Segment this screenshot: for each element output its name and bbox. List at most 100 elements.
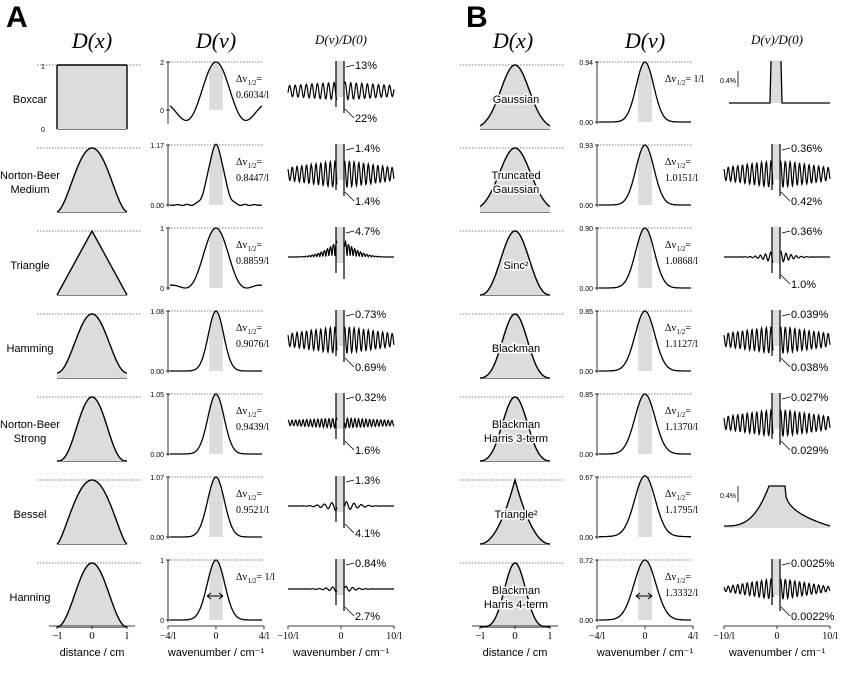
panel-a: A D(x) D(v) D(v)/D(0) Boxcar 1 0 2 0 Δv1/2= 0.6034… (0, 1, 402, 659)
dv-tick: −4/l (160, 631, 176, 642)
pct-bot: 0.69% (355, 362, 386, 374)
dx-fill (57, 563, 127, 627)
window-row: Bessel 1.07 0.00 Δv1/2= 0.9521/l 1.3% 4.1% (12, 475, 394, 545)
window-name: Hanning (10, 592, 51, 604)
header-dv: D(v) (624, 28, 665, 53)
delta-v-half: Δv1/2= (236, 323, 262, 336)
window-row: Norton-Beer Medium 1.17 0.00 Δv1/2= 0.8447/l 1… (0, 143, 395, 213)
pct-bot: 0.0022% (791, 611, 835, 623)
delta-v-half: Δv1/2= (665, 240, 691, 253)
delta-v-value: 1.1795/l (665, 505, 698, 516)
dv-zero-label: 0 (160, 108, 164, 115)
delta-v-value: 0.9521/l (236, 505, 269, 516)
ratio-curve (287, 80, 395, 101)
ratio-curve (724, 485, 831, 527)
window-name: Blackman (492, 419, 540, 431)
delta-v-value: 0.6034/l (236, 90, 269, 101)
dv-tick: −4/l (589, 631, 605, 642)
ratio-curve (288, 585, 394, 593)
ratio-fill (336, 393, 344, 429)
pct-bot: 0.42% (791, 196, 822, 208)
dv-fill (209, 477, 223, 537)
ratio-tick: 10/l (822, 631, 838, 642)
dx-curve (56, 229, 128, 296)
delta-v-half: Δv1/2= (236, 489, 262, 502)
delta-v-half: Δv1/2= (236, 240, 262, 253)
window-name: Norton-Beer (0, 170, 60, 182)
ratio-curve (723, 408, 831, 438)
dv-peak-label: 1 (160, 226, 164, 233)
ratio-curve (723, 159, 831, 189)
window-name: Blackman (492, 585, 540, 597)
dv-zero-label: 0.00 (579, 203, 593, 210)
dv-peak-label: 1.07 (150, 475, 164, 482)
pct-top: 1.4% (355, 143, 380, 155)
dv-zero-label: 0 (160, 286, 164, 293)
ratio-tick: 0 (339, 631, 344, 642)
dv-curve (599, 310, 691, 372)
dx-top-label: 1 (41, 64, 45, 71)
window-name: Sinc² (503, 260, 528, 272)
dv-peak-label: 0.94 (579, 60, 593, 67)
dv-curve (169, 143, 263, 207)
dx-curve (480, 313, 550, 379)
ratio-curve (288, 501, 394, 511)
window-name: Hamming (6, 343, 53, 355)
delta-v-half: Δv1/2= (665, 406, 691, 419)
delta-v-half: Δv1/2= 1/l (236, 572, 275, 585)
ratio-tick: 0 (775, 631, 780, 642)
ratio-fill (772, 144, 780, 180)
ratio-fill (772, 559, 780, 595)
pct-top: 0.039% (791, 309, 829, 321)
dv-zero-label: 0.00 (579, 120, 593, 127)
dv-curve (599, 393, 691, 455)
dv-curve (170, 393, 262, 455)
pct-bot: 1.4% (355, 196, 380, 208)
header-ratio: D(v)/D(0) (314, 32, 367, 47)
ratio-axis-label: wavenumber / cm⁻¹ (292, 647, 390, 659)
dx-tick: −l (52, 630, 61, 642)
ratio-fill (771, 61, 781, 103)
window-row: Triangle 1 0 Δv1/2= 0.8859/l 4.7% (9, 226, 394, 296)
ratio-curve (729, 60, 830, 104)
header-ratio: D(v)/D(0) (750, 32, 803, 47)
dv-curve (599, 475, 691, 538)
dv-zero-label: 0.00 (579, 286, 593, 293)
dv-peak-label: 1.17 (150, 143, 164, 150)
dx-curve (480, 562, 550, 628)
dv-zero-label: 0.00 (150, 203, 164, 210)
dx-curve (480, 477, 550, 545)
dv-peak-label: 2 (160, 60, 164, 67)
ratio-curve (287, 159, 395, 189)
window-row: Blackman Harris 4-term 0.72 0.00 Δv1/2= 1.333… (460, 558, 835, 628)
dv-curve (599, 61, 691, 123)
delta-v-half: Δv1/2= (236, 157, 262, 170)
dv-tick: 0 (643, 631, 648, 642)
dv-fill (638, 62, 652, 122)
delta-v-half: Δv1/2= (236, 74, 262, 87)
dx-fill (480, 563, 550, 627)
dv-curve (599, 227, 691, 289)
dx-tick: 0 (89, 630, 95, 642)
pct-bot: 1.0% (791, 279, 816, 291)
dv-zero-label: 0.00 (150, 535, 164, 542)
dv-fill (209, 311, 223, 371)
dx-tick: l (548, 630, 551, 642)
dv-axis-label: wavenumber / cm⁻¹ (596, 647, 694, 659)
delta-v-value: 1.0868/l (665, 256, 698, 267)
panel-b: BD(x) D(v) D(v)/D(0) Gaussian 0.94 0.00 Δv1/2=… (460, 1, 838, 659)
ratio-curve (287, 325, 395, 355)
dv-curve (170, 310, 262, 372)
dv-zero-label: 0.00 (150, 452, 164, 459)
window-name: Strong (14, 433, 46, 445)
delta-v-half: Δv1/2= (236, 406, 262, 419)
pct-top: 0.36% (791, 143, 822, 155)
dx-axis-label: distance / cm (60, 647, 125, 659)
header-dv: D(v) (195, 28, 236, 53)
ratio-fill (772, 393, 780, 429)
window-name: Blackman (492, 343, 540, 355)
ratio-fill (336, 476, 344, 512)
header-dx: D(x) (71, 28, 112, 53)
window-name: Triangle (10, 260, 49, 272)
